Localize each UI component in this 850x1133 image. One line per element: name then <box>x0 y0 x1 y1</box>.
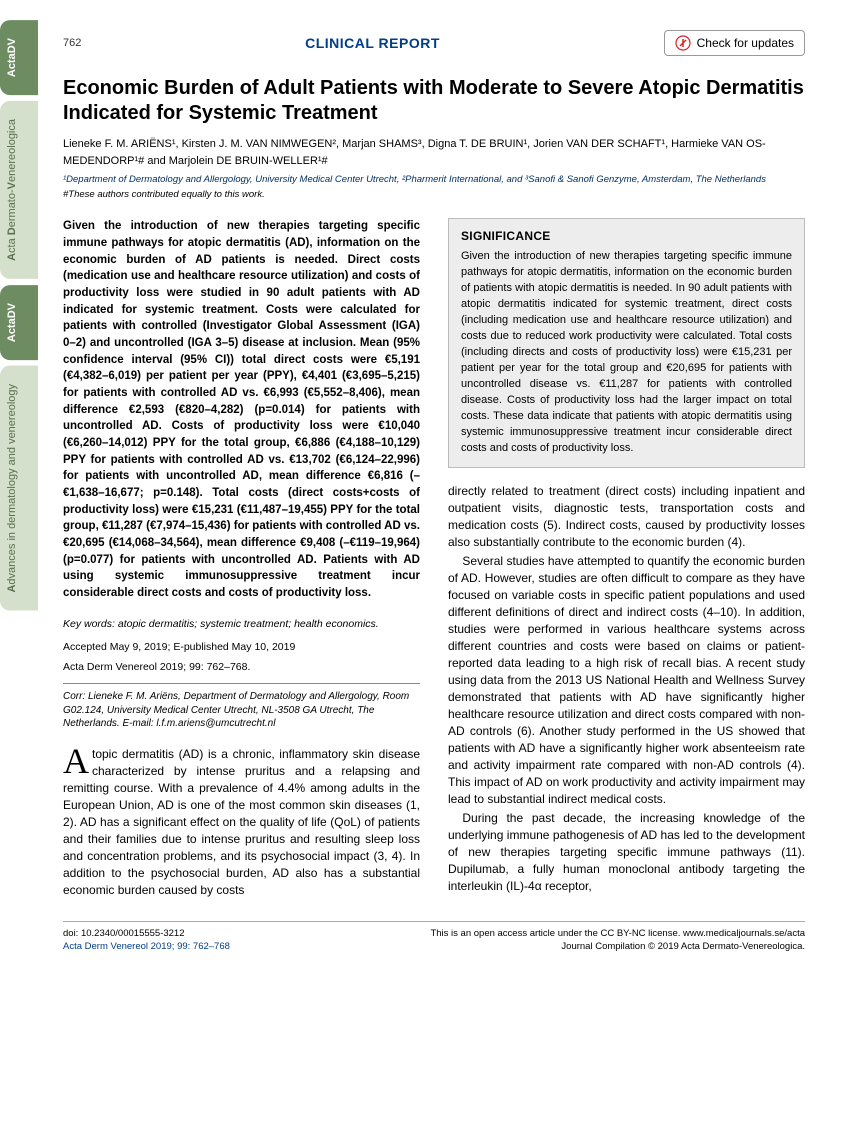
keywords: Key words: atopic dermatitis; systemic t… <box>63 617 420 632</box>
abstract: Given the introduction of new therapies … <box>63 218 420 601</box>
body-p1: Atopic dermatitis (AD) is a chronic, inf… <box>63 746 420 899</box>
page-number: 762 <box>63 37 81 49</box>
significance-text: Given the introduction of new therapies … <box>461 249 792 456</box>
section-label: CLINICAL REPORT <box>305 35 440 51</box>
authors: Lieneke F. M. ARIËNS¹, Kirsten J. M. VAN… <box>63 136 805 169</box>
tab-acta-dermato[interactable]: Acta Dermato-Venereologica <box>0 101 38 279</box>
article-title: Economic Burden of Adult Patients with M… <box>63 76 805 126</box>
affiliations: ¹Department of Dermatology and Allergolo… <box>63 174 805 186</box>
significance-heading: SIGNIFICANCE <box>461 229 792 243</box>
equal-contribution-note: #These authors contributed equally to th… <box>63 189 805 200</box>
footer-license: This is an open access article under the… <box>430 928 805 940</box>
body-p3: Several studies have attempted to quanti… <box>448 553 805 808</box>
correspondence: Corr: Lieneke F. M. Ariëns, Department o… <box>63 683 420 731</box>
crossmark-icon <box>675 35 691 51</box>
header-row: 762 CLINICAL REPORT Check for updates <box>63 30 805 56</box>
dropcap: A <box>63 746 92 777</box>
tab-advances[interactable]: Advances in dermatology and venereology <box>0 366 38 611</box>
tab-actadv-1[interactable]: ActaDV <box>0 20 38 95</box>
side-tabs: ActaDV Acta Dermato-Venereologica ActaDV… <box>0 0 38 973</box>
accepted-date: Accepted May 9, 2019; E-published May 10… <box>63 641 420 653</box>
body-p2: directly related to treatment (direct co… <box>448 483 805 551</box>
significance-box: SIGNIFICANCE Given the introduction of n… <box>448 218 805 467</box>
body-p4: During the past decade, the increasing k… <box>448 810 805 895</box>
footer-citation: Acta Derm Venereol 2019; 99: 762–768 <box>63 941 230 953</box>
tab-actadv-2[interactable]: ActaDV <box>0 285 38 360</box>
check-updates-label: Check for updates <box>697 36 794 50</box>
footer: doi: 10.2340/00015555-3212 Acta Derm Ven… <box>63 921 805 953</box>
footer-compilation: Journal Compilation © 2019 Acta Dermato-… <box>430 941 805 953</box>
citation-short: Acta Derm Venereol 2019; 99: 762–768. <box>63 661 420 673</box>
check-updates-button[interactable]: Check for updates <box>664 30 805 56</box>
footer-doi: doi: 10.2340/00015555-3212 <box>63 928 230 940</box>
